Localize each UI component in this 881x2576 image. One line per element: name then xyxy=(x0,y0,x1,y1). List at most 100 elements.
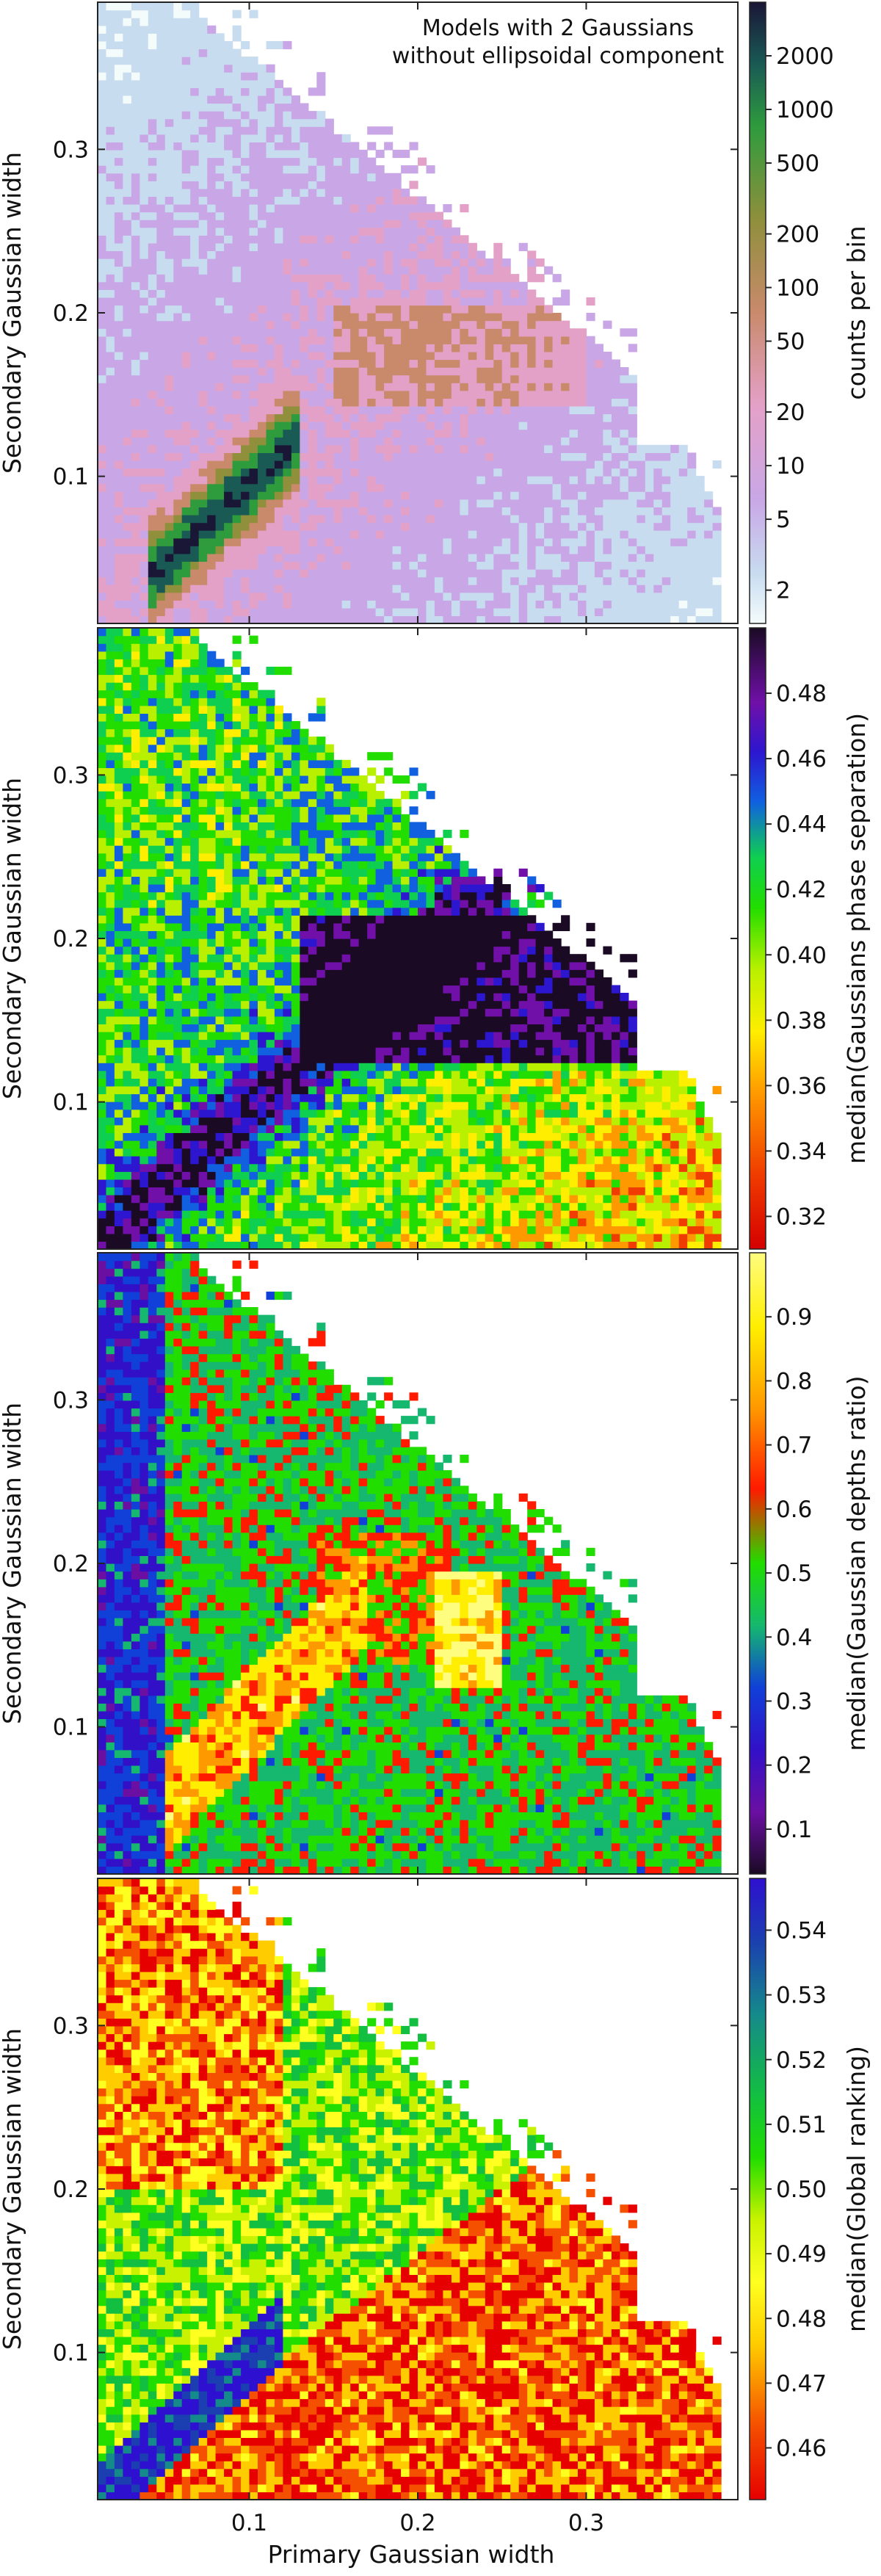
heatmap-cell xyxy=(333,390,343,399)
heatmap-cell xyxy=(485,600,494,609)
heatmap-cell xyxy=(460,305,469,314)
heatmap-cell xyxy=(164,18,174,26)
heatmap-cell xyxy=(123,628,132,637)
heatmap-cell xyxy=(106,643,115,652)
heatmap-cell xyxy=(569,390,579,399)
heatmap-cell xyxy=(249,297,258,306)
heatmap-cell xyxy=(468,305,477,314)
heatmap-cell xyxy=(131,491,140,500)
heatmap-cell xyxy=(98,1195,107,1204)
heatmap-cell xyxy=(392,538,402,546)
heatmap-cell xyxy=(409,546,418,554)
heatmap-cell xyxy=(426,220,435,228)
heatmap-cell xyxy=(181,211,191,220)
heatmap-cell xyxy=(164,1016,174,1024)
heatmap-cell xyxy=(131,651,140,659)
heatmap-cell xyxy=(341,422,351,430)
heatmap-cell xyxy=(156,72,166,81)
heatmap-cell xyxy=(552,313,562,322)
heatmap-cell xyxy=(114,798,123,807)
heatmap-cell xyxy=(106,499,115,507)
heatmap-cell xyxy=(291,242,300,251)
heatmap-cell xyxy=(173,118,183,127)
heatmap-cell xyxy=(678,538,688,546)
heatmap-cell xyxy=(266,429,275,438)
heatmap-cell xyxy=(249,375,258,383)
heatmap-cell xyxy=(139,111,149,120)
heatmap-cell xyxy=(274,607,283,617)
heatmap-cell xyxy=(333,142,343,151)
heatmap-cell xyxy=(139,1179,149,1187)
heatmap-cell xyxy=(418,413,427,422)
heatmap-cell xyxy=(518,476,528,485)
heatmap-cell xyxy=(173,1085,183,1095)
heatmap-cell xyxy=(156,600,166,609)
heatmap-cell xyxy=(535,522,545,531)
heatmap-cell xyxy=(274,313,283,322)
heatmap-cell xyxy=(190,390,200,399)
heatmap-cell xyxy=(468,351,477,361)
heatmap-cell xyxy=(300,422,309,430)
heatmap-cell xyxy=(207,444,217,453)
heatmap-cell xyxy=(156,969,166,978)
heatmap-cell xyxy=(224,126,233,135)
heatmap-cell xyxy=(316,444,326,453)
heatmap-cell xyxy=(300,405,309,415)
heatmap-cell xyxy=(241,444,250,453)
heatmap-cell xyxy=(510,351,520,361)
heatmap-cell xyxy=(98,437,107,446)
heatmap-cell xyxy=(181,1101,191,1110)
heatmap-cell xyxy=(544,359,554,368)
heatmap-cell xyxy=(131,961,140,970)
heatmap-cell xyxy=(139,1117,149,1126)
heatmap-cell xyxy=(426,460,435,469)
heatmap-cell xyxy=(527,522,537,531)
heatmap-cell xyxy=(98,165,107,174)
heatmap-cell xyxy=(291,289,300,298)
heatmap-cell xyxy=(308,351,317,361)
heatmap-cell xyxy=(426,553,435,562)
heatmap-cell xyxy=(258,530,267,539)
heatmap-cell xyxy=(535,476,545,485)
heatmap-cell xyxy=(527,592,537,601)
heatmap-cell xyxy=(106,930,115,939)
heatmap-cell xyxy=(215,149,225,159)
heatmap-cell xyxy=(266,274,275,283)
heatmap-cell xyxy=(224,390,233,399)
heatmap-cell xyxy=(181,1117,191,1126)
heatmap-cell xyxy=(620,452,629,461)
heatmap-cell xyxy=(611,515,620,524)
heatmap-cell xyxy=(198,429,208,438)
heatmap-cell xyxy=(645,452,654,461)
heatmap-cell xyxy=(164,499,174,507)
heatmap-cell xyxy=(123,181,132,189)
heatmap-cell xyxy=(114,344,123,352)
heatmap-cell xyxy=(123,437,132,446)
heatmap-cell xyxy=(123,1179,132,1187)
heatmap-cell xyxy=(325,507,334,515)
heatmap-cell xyxy=(350,344,360,352)
heatmap-cell xyxy=(569,483,579,492)
heatmap-cell xyxy=(274,149,283,159)
heatmap-cell xyxy=(98,336,107,344)
heatmap-cell xyxy=(139,289,149,298)
heatmap-cell xyxy=(594,359,603,368)
heatmap-cell xyxy=(148,250,157,259)
heatmap-cell xyxy=(350,242,360,251)
heatmap-cell xyxy=(114,157,123,166)
heatmap-cell xyxy=(350,181,360,189)
heatmap-cell xyxy=(544,553,554,562)
heatmap-cell xyxy=(569,367,579,376)
heatmap-cell xyxy=(274,95,283,104)
heatmap-cell xyxy=(114,837,123,846)
heatmap-cell xyxy=(333,328,343,337)
heatmap-cell xyxy=(207,336,217,344)
heatmap-cell xyxy=(578,483,587,492)
heatmap-cell xyxy=(620,538,629,546)
heatmap-cell xyxy=(241,258,250,267)
heatmap-cell xyxy=(258,196,267,205)
heatmap-cell xyxy=(249,242,258,251)
heatmap-cell xyxy=(114,1210,123,1219)
heatmap-cell xyxy=(392,289,402,298)
heatmap-cell xyxy=(190,220,200,228)
